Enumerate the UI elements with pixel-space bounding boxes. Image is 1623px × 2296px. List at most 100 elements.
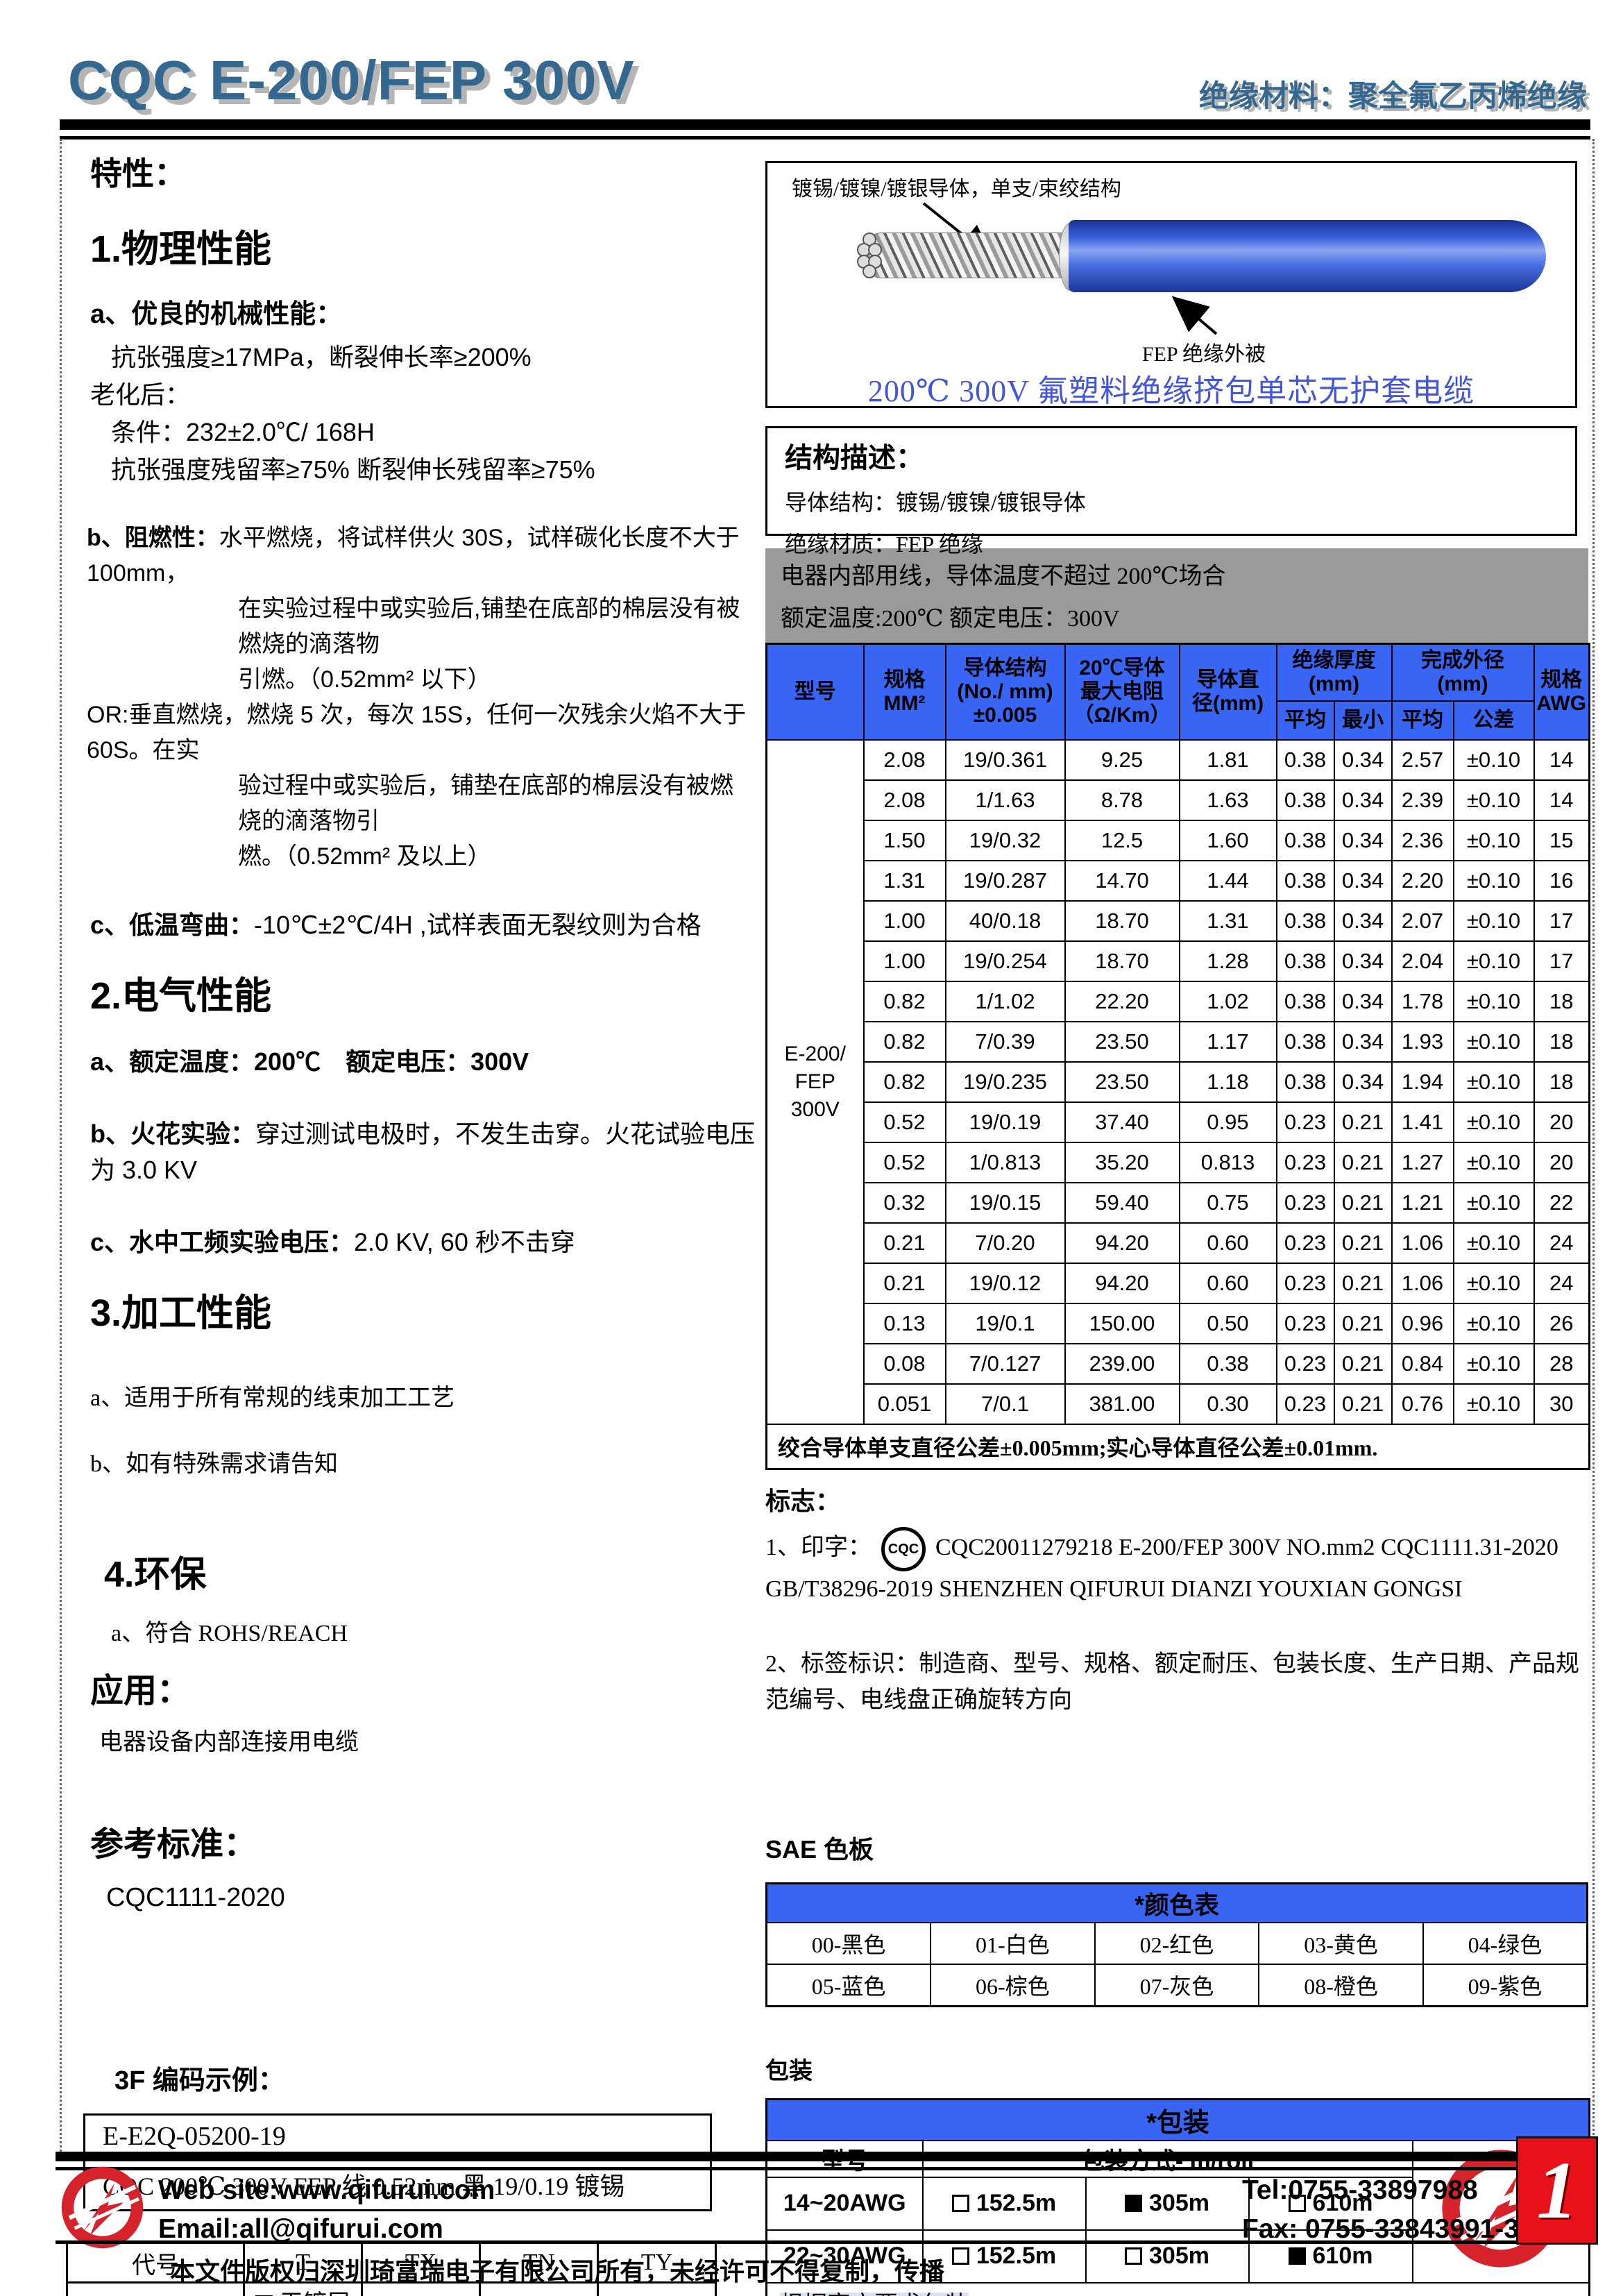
spec-model-cell: E-200/FEP 300V [765, 738, 865, 1425]
header-cell: 平均 [1391, 700, 1454, 741]
table-cell: 2.39 [1391, 779, 1454, 821]
page-number-box: 1 [1516, 2136, 1598, 2245]
table-cell: ±0.10 [1452, 779, 1535, 821]
aging-line: 老化后： [90, 380, 191, 409]
table-cell: 28 [1533, 1342, 1590, 1385]
table-cell: 2.04 [1391, 940, 1454, 982]
table-cell: 1.27 [1391, 1141, 1454, 1183]
table-cell: 0.60 [1178, 1262, 1277, 1304]
table-cell: 0.21 [1333, 1141, 1393, 1183]
packing-note: 根据客户要求包装 [765, 2281, 1590, 2296]
table-cell: ±0.10 [1452, 1020, 1535, 1063]
flame-line-2: 在实验过程中或实验后,铺垫在底部的棉层没有被燃烧的滴落物 [238, 596, 740, 657]
table-cell: 1.78 [1391, 980, 1454, 1022]
company-logo [61, 2166, 144, 2249]
table-cell: 0.38 [1275, 1020, 1335, 1063]
table-cell: ±0.10 [1452, 1141, 1535, 1183]
table-cell: 代号 [66, 2242, 245, 2284]
conductor-type-table: 代号 T TX TN TY 导体类型 无镀层铜 ✓镀锡铜✓镀镍铜✓镀银铜 [66, 2242, 717, 2296]
table-cell: 0.30 [1178, 1383, 1277, 1425]
table-cell: 05-蓝色 [765, 1963, 932, 2007]
table-cell: 0.23 [1275, 1342, 1335, 1385]
table-cell: 1.06 [1391, 1222, 1454, 1264]
conductor-option-cell: ✓镀银铜 [597, 2281, 717, 2296]
table-cell: 18.70 [1064, 900, 1180, 942]
insulation-graphic [1069, 220, 1546, 292]
table-cell: 0.21 [863, 1262, 946, 1304]
water-voltage-test-line: c、水中工频实验电压：2.0 KV, 60 秒不击穿 [90, 1228, 575, 1256]
spec-table-body: E-200/FEP 300V 2.08 19/0.361 9.25 1.81 0.38 0.3… [765, 738, 1590, 1425]
table-cell: 14.70 [1064, 859, 1180, 902]
table-cell: 24 [1533, 1262, 1590, 1304]
packing-table-title: *包装 [765, 2098, 1590, 2141]
table-cell: 0.82 [863, 980, 946, 1022]
header-cell: 导体结构 (No./ mm) ±0.005 [944, 643, 1066, 741]
table-cell: 03-黄色 [1258, 1921, 1424, 1965]
header-cell: 公差 [1452, 700, 1535, 741]
table-cell: 0.051 [863, 1383, 946, 1425]
table-cell: 0.82 [863, 1061, 946, 1103]
filled-checkbox-icon [1125, 2195, 1143, 2212]
table-cell: 37.40 [1064, 1101, 1180, 1143]
table-cell: 0.21 [1333, 1262, 1393, 1304]
table-cell: 0.21 [863, 1222, 946, 1264]
cqc-logo: CQC [881, 1526, 926, 1571]
table-cell: 0.21 [1333, 1222, 1393, 1264]
table-cell: 22~30AWG [765, 2229, 924, 2284]
table-cell: 0.95 [1178, 1101, 1277, 1143]
table-cell: 1.41 [1391, 1101, 1454, 1143]
footer-thin-rule [56, 2240, 1516, 2244]
cable-caption: 200℃ 300V 氟塑料绝缘挤包单芯无护套电缆 [867, 374, 1475, 408]
marking-title: 标志： [765, 1486, 841, 1515]
table-cell: 1/0.813 [944, 1141, 1066, 1183]
retention-line: 抗张强度残留率≥75% 断裂伸长残留率≥75% [111, 455, 595, 484]
section-application-title: 应用： [90, 1673, 191, 1710]
table-cell: 0.38 [1275, 980, 1335, 1022]
table-cell: 0.38 [1275, 779, 1335, 821]
flame-line-1: b、阻燃性：水平燃烧，将试样供火 30S，试样碳化长度不大于 100mm， [87, 525, 740, 586]
table-cell: TY [597, 2242, 717, 2284]
header-cell: 最小 [1333, 700, 1393, 741]
table-cell: 2.36 [1391, 819, 1454, 861]
table-cell: 1.50 [863, 819, 946, 861]
table-cell: 17 [1533, 900, 1590, 942]
spec-row: 0.21 19/0.12 94.20 0.60 0.23 0.21 1.06 ±0.10 24 [767, 1262, 1590, 1304]
packing-option-label: 610m [1312, 2190, 1373, 2216]
table-cell: 14 [1533, 738, 1590, 781]
table-cell: 0.34 [1333, 940, 1393, 982]
packing-option-cell: 305m [1085, 2176, 1250, 2231]
table-cell: 1.60 [1178, 819, 1277, 861]
table-cell: ±0.10 [1452, 819, 1535, 861]
table-cell: 19/0.254 [944, 940, 1066, 982]
table-cell: 0.34 [1333, 1061, 1393, 1103]
spec-row: 0.52 1/0.813 35.20 0.813 0.23 0.21 1.27 ±0.10 20 [767, 1141, 1590, 1183]
table-cell: 2.07 [1391, 900, 1454, 942]
page-title: CQC E-200/FEP 300V [68, 49, 635, 111]
tel-text: Tel:0755-33897988 [1242, 2175, 1478, 2205]
table-cell: 0.23 [1275, 1181, 1335, 1224]
website-text[interactable]: Web site:www.qifurui.com [158, 2175, 495, 2205]
header-cell: 完成外径 (mm) [1391, 643, 1535, 702]
table-cell: 17 [1533, 940, 1590, 982]
table-cell: ±0.10 [1452, 1101, 1535, 1143]
table-cell: 2.20 [1391, 859, 1454, 902]
header-cell: 规格 MM² [863, 643, 946, 741]
flame-retardancy-paragraph: b、阻燃性：水平燃烧，将试样供火 30S，试样碳化长度不大于 100mm， 在实… [87, 521, 756, 875]
table-cell: 0.34 [1333, 900, 1393, 942]
header-cell: 20℃导体 最大电阻 （Ω/Km） [1064, 643, 1180, 741]
color-row: 00-黑色 01-白色 02-红色 03-黄色 04-绿色 [765, 1921, 1588, 1965]
table-cell: 7/0.1 [944, 1383, 1066, 1425]
spec-row: 0.051 7/0.1 381.00 0.30 0.23 0.21 0.76 ±0.10 30 [767, 1383, 1590, 1425]
usage-line: 电器内部用线，导体温度不超过 200℃场合 [781, 564, 1226, 589]
packing-option-cell: 152.5m [921, 2229, 1087, 2284]
email-text[interactable]: Email:all@qifurui.com [158, 2214, 443, 2244]
header-cell: 绝缘厚度 (mm) [1275, 643, 1393, 702]
code-example-desc: CQC 200℃ 300V FEP 线 0.52mm 黑 19/0.19 镀锡 [103, 2172, 625, 2200]
table-cell: 1.06 [1391, 1262, 1454, 1304]
table-cell: 18 [1533, 1061, 1590, 1103]
table-cell: 0.21 [1333, 1342, 1393, 1385]
packing-option-label: 152.5m [976, 2243, 1057, 2269]
flame-or-line-2: 验过程中或实验后，铺垫在底部的棉层没有被燃烧的滴落物引 [238, 773, 733, 834]
header-cell: 型号 [765, 643, 865, 741]
table-cell: 381.00 [1064, 1383, 1180, 1425]
